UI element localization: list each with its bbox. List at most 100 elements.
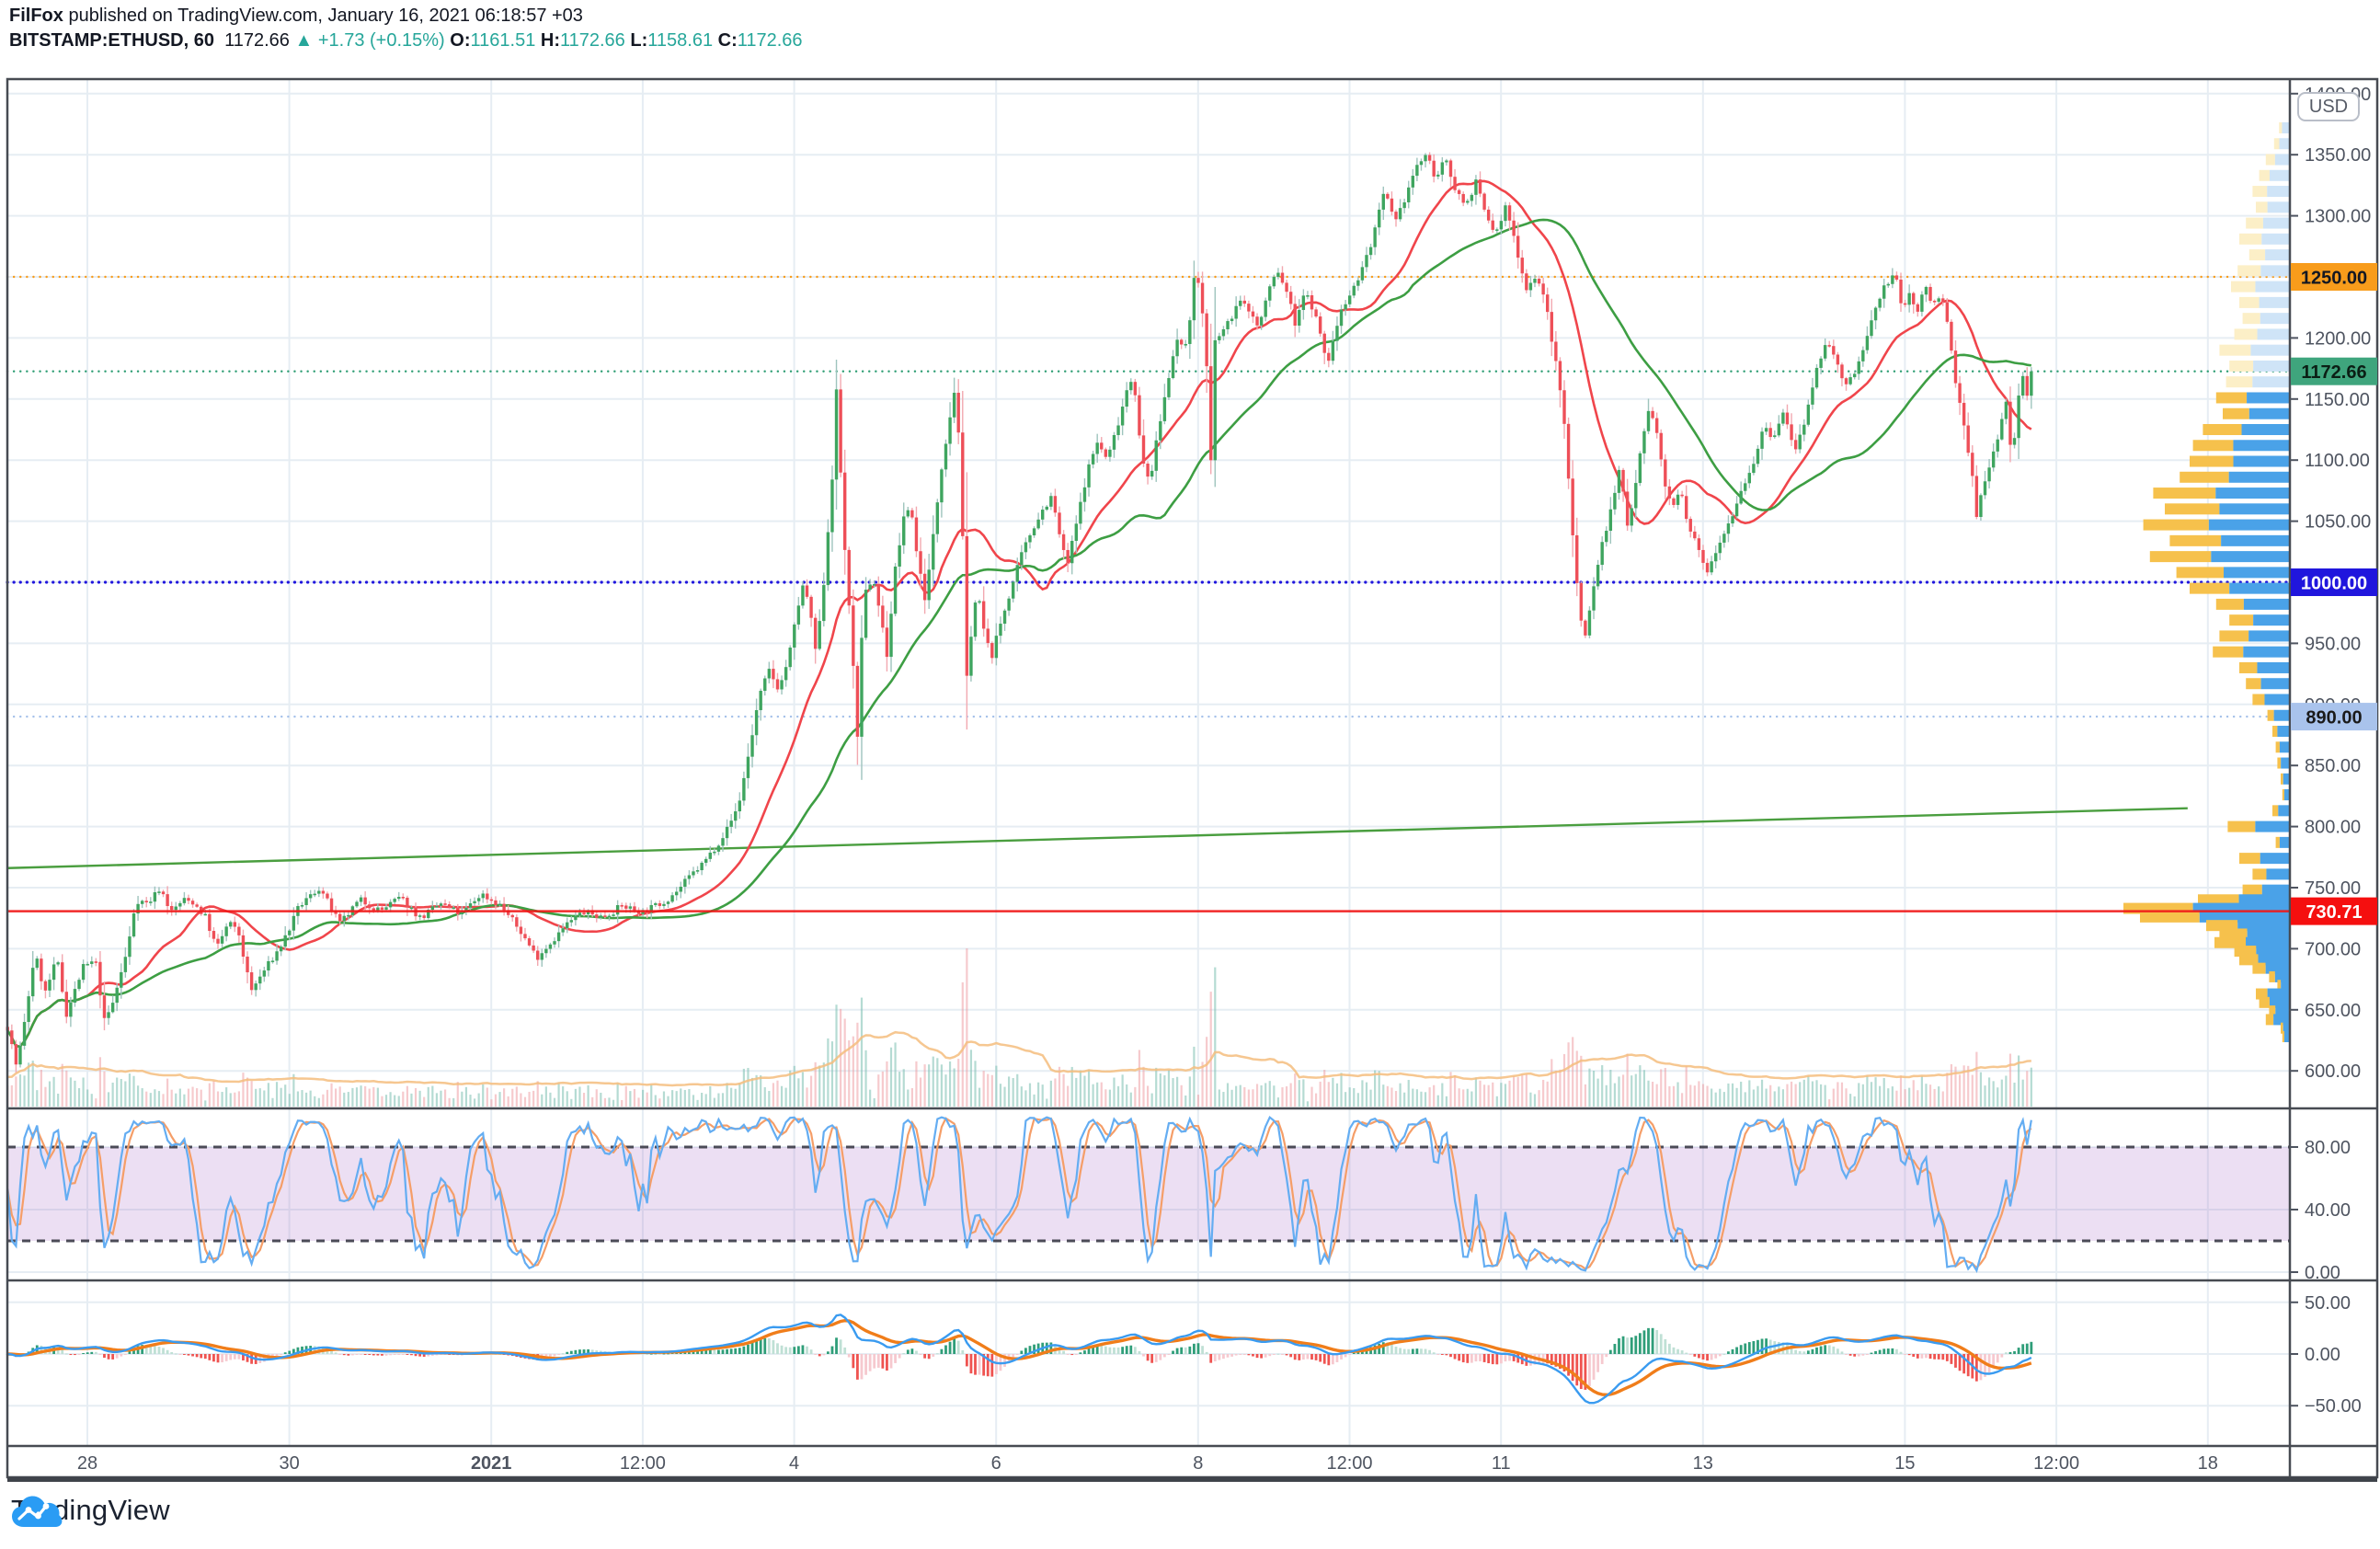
- price-tick-label[interactable]: 800.00: [2305, 818, 2361, 838]
- volume-bar: [1773, 1091, 1776, 1107]
- candle-body: [990, 643, 994, 659]
- candle-body: [1546, 294, 1550, 313]
- macd-histogram-bar: [667, 1353, 669, 1355]
- macd-histogram-bar: [40, 1345, 43, 1354]
- price-tick-label[interactable]: 650.00: [2305, 1001, 2361, 1021]
- volume-bar: [982, 1071, 985, 1107]
- candle-body: [1192, 278, 1196, 321]
- candle-body: [1499, 221, 1504, 230]
- volume-bar: [204, 1100, 207, 1107]
- volume-bar: [894, 1042, 897, 1107]
- time-tick-label[interactable]: 12:00: [2033, 1453, 2079, 1474]
- macd-histogram-bar: [738, 1348, 741, 1354]
- time-tick-label[interactable]: 28: [77, 1453, 97, 1474]
- macd-tick-label[interactable]: 0.00: [2305, 1345, 2340, 1365]
- candle-body: [1605, 531, 1608, 543]
- volume-bar: [616, 1083, 619, 1107]
- time-tick-label[interactable]: 18: [2198, 1453, 2218, 1474]
- macd-histogram-bar: [1298, 1354, 1301, 1360]
- macd-histogram-bar: [894, 1354, 897, 1363]
- time-tick-label[interactable]: 8: [1193, 1453, 1203, 1474]
- candle-body: [1907, 293, 1911, 305]
- volume-bar: [1899, 1075, 1903, 1107]
- volume-bar: [784, 1087, 787, 1107]
- macd-histogram-bar: [1445, 1354, 1448, 1356]
- price-tick-label[interactable]: 1150.00: [2305, 390, 2370, 410]
- macd-histogram-bar: [498, 1353, 501, 1355]
- candle-body: [1958, 383, 1962, 403]
- macd-histogram-bar: [1113, 1347, 1116, 1354]
- volume-profile-bar-right: [2252, 376, 2289, 388]
- candle-body: [1419, 161, 1424, 166]
- volume-bar: [582, 1093, 586, 1107]
- candle-body: [1844, 378, 1848, 384]
- macd-histogram-bar: [1167, 1354, 1171, 1355]
- macd-histogram-bar: [1752, 1340, 1756, 1354]
- macd-histogram-bar: [347, 1354, 350, 1356]
- high-label: H:: [540, 30, 560, 51]
- stoch-tick-label[interactable]: 40.00: [2305, 1200, 2351, 1221]
- candle-body: [948, 417, 952, 444]
- volume-bar: [797, 1078, 800, 1107]
- candle-body: [1684, 496, 1688, 520]
- candle-body: [166, 894, 169, 907]
- macd-histogram-bar: [410, 1354, 413, 1356]
- volume-profile-bar-right: [2243, 646, 2289, 658]
- price-tick-label[interactable]: 1350.00: [2305, 145, 2371, 166]
- time-tick-label[interactable]: 2021: [471, 1453, 512, 1474]
- price-tick-label[interactable]: 950.00: [2305, 634, 2361, 654]
- volume-profile-bar-left: [2190, 582, 2230, 594]
- candle-body: [670, 895, 674, 902]
- candle-body: [144, 901, 148, 903]
- volume-bar: [1214, 967, 1217, 1107]
- tradingview-logo[interactable]: TradingView: [11, 1494, 170, 1527]
- candle-body: [553, 941, 556, 945]
- macd-tick-label[interactable]: −50.00: [2305, 1396, 2362, 1417]
- volume-bar: [1778, 1086, 1780, 1107]
- macd-histogram-bar: [1731, 1348, 1734, 1354]
- price-tick-label[interactable]: 1200.00: [2305, 328, 2371, 349]
- price-tick-label[interactable]: 1100.00: [2305, 451, 2370, 471]
- price-tick-label[interactable]: 700.00: [2305, 939, 2361, 959]
- time-tick-label[interactable]: 30: [279, 1453, 299, 1474]
- volume-bar: [1394, 1091, 1398, 1107]
- price-tick-label[interactable]: 1300.00: [2305, 207, 2371, 227]
- macd-histogram-bar: [1352, 1352, 1356, 1354]
- volume-bar: [28, 1062, 30, 1107]
- currency-toggle-button[interactable]: USD: [2297, 92, 2360, 121]
- time-tick-label[interactable]: 15: [1894, 1453, 1915, 1474]
- volume-profile-bar-left: [2234, 946, 2257, 958]
- macd-histogram-bar: [1659, 1334, 1663, 1354]
- time-tick-label[interactable]: 12:00: [1326, 1453, 1372, 1474]
- volume-bar: [1941, 1091, 1944, 1107]
- time-tick-label[interactable]: 13: [1693, 1453, 1713, 1474]
- time-tick-label[interactable]: 12:00: [620, 1453, 666, 1474]
- volume-bar: [322, 1094, 325, 1107]
- time-tick-label[interactable]: 11: [1492, 1453, 1511, 1474]
- volume-bar: [229, 1093, 232, 1107]
- candle-body: [1937, 298, 1940, 303]
- volume-bar: [255, 1088, 257, 1107]
- stoch-tick-label[interactable]: 80.00: [2305, 1138, 2351, 1158]
- price-tick-label[interactable]: 850.00: [2305, 756, 2361, 776]
- candle-body: [115, 987, 119, 1004]
- candle-body: [1891, 275, 1894, 284]
- macd-histogram-bar: [809, 1349, 813, 1354]
- volume-bar: [1853, 1096, 1856, 1107]
- macd-histogram-bar: [246, 1354, 249, 1362]
- stoch-tick-label[interactable]: 0.00: [2305, 1263, 2340, 1283]
- macd-histogram-bar: [734, 1348, 738, 1354]
- price-tick-label[interactable]: 600.00: [2305, 1061, 2361, 1082]
- price-tick-label[interactable]: 1050.00: [2305, 512, 2371, 533]
- volume-bar: [1037, 1082, 1040, 1107]
- macd-tick-label[interactable]: 50.00: [2305, 1293, 2351, 1314]
- volume-bar: [1765, 1088, 1768, 1107]
- time-tick-label[interactable]: 4: [789, 1453, 799, 1474]
- macd-histogram-bar: [1979, 1354, 1983, 1381]
- price-tick-label[interactable]: 750.00: [2305, 878, 2361, 899]
- volume-bar: [1516, 1077, 1519, 1107]
- macd-histogram-bar: [86, 1352, 89, 1354]
- time-tick-label[interactable]: 6: [991, 1453, 1001, 1474]
- volume-bar: [966, 948, 968, 1107]
